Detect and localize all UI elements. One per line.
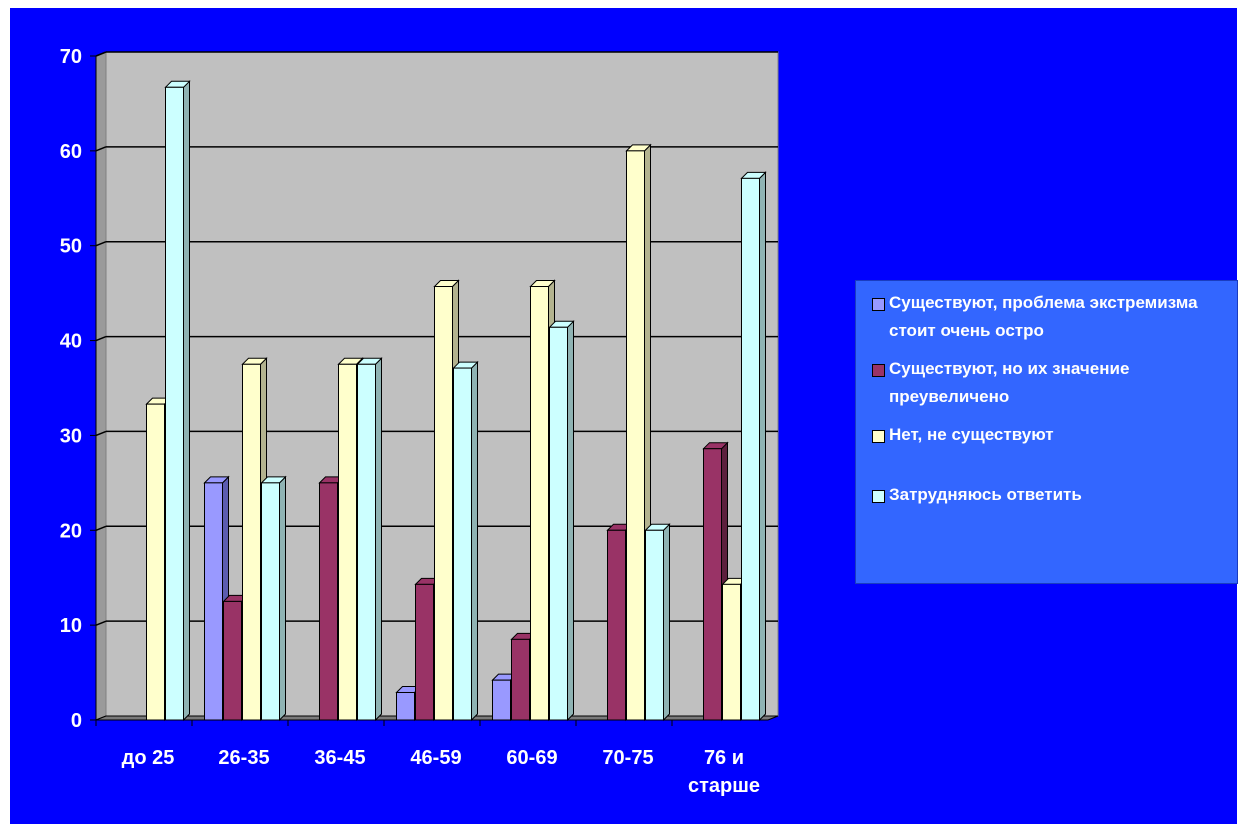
chart-area: 0 10 20 30 40 50 60 70 до 25 26-35 36-45 46-59 60-6… <box>10 8 1238 824</box>
x-tick-label: 60-69 <box>506 747 557 769</box>
y-tick-label: 30 <box>60 425 82 447</box>
bar-front <box>434 286 453 721</box>
bar-front <box>703 448 722 721</box>
legend-label: Существуют, проблема экстремизма стоит о… <box>889 293 1198 340</box>
bar-front <box>357 363 376 721</box>
bar-front <box>223 600 242 721</box>
bar-front <box>165 86 184 721</box>
legend-label: Нет, не существуют <box>889 425 1054 444</box>
y-tick-label: 60 <box>60 141 82 163</box>
y-tick-label: 0 <box>71 710 82 732</box>
bar <box>644 523 671 722</box>
bar-front <box>146 403 165 721</box>
bar-side <box>183 80 190 722</box>
gridline-side <box>95 51 107 57</box>
bar-front <box>741 177 760 721</box>
bar-front <box>338 363 357 721</box>
gridline-side <box>95 525 107 531</box>
y-tick-label: 50 <box>60 236 82 258</box>
x-tick-label: до 25 <box>122 747 175 769</box>
legend-item: Существуют, проблема экстремизма стоит о… <box>872 293 1227 345</box>
gridline-side <box>95 430 107 437</box>
bar-side <box>567 320 574 722</box>
bar-front <box>415 583 434 721</box>
bar <box>740 171 767 722</box>
gridline-side <box>95 620 107 626</box>
bar-front <box>722 583 741 721</box>
bar-side <box>471 360 478 722</box>
legend-label: Затрудняюсь ответить <box>889 485 1082 504</box>
y-tick-label: 40 <box>60 331 82 353</box>
bar-side <box>759 171 766 722</box>
bars <box>145 80 767 722</box>
bar-side <box>375 357 382 722</box>
y-tick-label: 10 <box>60 615 82 637</box>
legend: Существуют, проблема экстремизма стоит о… <box>855 280 1238 584</box>
legend-swatch <box>872 490 885 503</box>
bar-front <box>645 529 664 721</box>
gridline-side <box>95 335 107 342</box>
legend-item: Существуют, но их значение преувеличено <box>872 359 1227 411</box>
y-axis-tick-labels: 0 10 20 30 40 50 60 70 <box>60 46 82 732</box>
gridline-side <box>95 146 107 152</box>
x-tick-label: 76 и старше <box>688 747 760 797</box>
bar-front <box>626 150 645 721</box>
gridline-side <box>95 241 107 247</box>
y-tick-label: 70 <box>60 46 82 68</box>
legend-item: Нет, не существуют <box>872 425 1227 449</box>
bar-front <box>204 482 223 721</box>
x-axis-tick-labels: до 25 26-35 36-45 46-59 60-69 70-75 76 и старше <box>95 719 768 797</box>
x-tick-label: 46-59 <box>410 747 461 769</box>
x-tick-label: 26-35 <box>218 747 269 769</box>
bar-front <box>242 363 261 721</box>
bar-chart: 0 10 20 30 40 50 60 70 до 25 26-35 36-45 46-59 60-6… <box>60 46 779 797</box>
bar-front <box>396 691 415 721</box>
bar-front <box>530 286 549 721</box>
bar <box>356 357 383 722</box>
bar-front <box>607 529 626 721</box>
bar-front <box>511 638 530 721</box>
x-tick-label: 70-75 <box>602 747 653 769</box>
bar-front <box>261 482 280 721</box>
legend-item: Затрудняюсь ответить <box>872 485 1227 509</box>
bar <box>452 360 479 722</box>
bar-side <box>663 523 670 722</box>
bar-front <box>319 482 338 721</box>
bar-front <box>549 326 568 721</box>
x-tick-label: 36-45 <box>314 747 365 769</box>
y-tick-label: 20 <box>60 520 82 542</box>
bar-front <box>453 367 472 721</box>
legend-swatch <box>872 298 885 311</box>
bar <box>260 475 287 722</box>
bar <box>164 80 191 722</box>
plot-side-wall <box>95 51 107 721</box>
legend-label: Существуют, но их значение преувеличено <box>889 359 1130 406</box>
legend-swatch <box>872 430 885 443</box>
bar <box>548 320 575 722</box>
legend-swatch <box>872 364 885 377</box>
bar-front <box>492 679 511 721</box>
bar-side <box>279 475 286 722</box>
